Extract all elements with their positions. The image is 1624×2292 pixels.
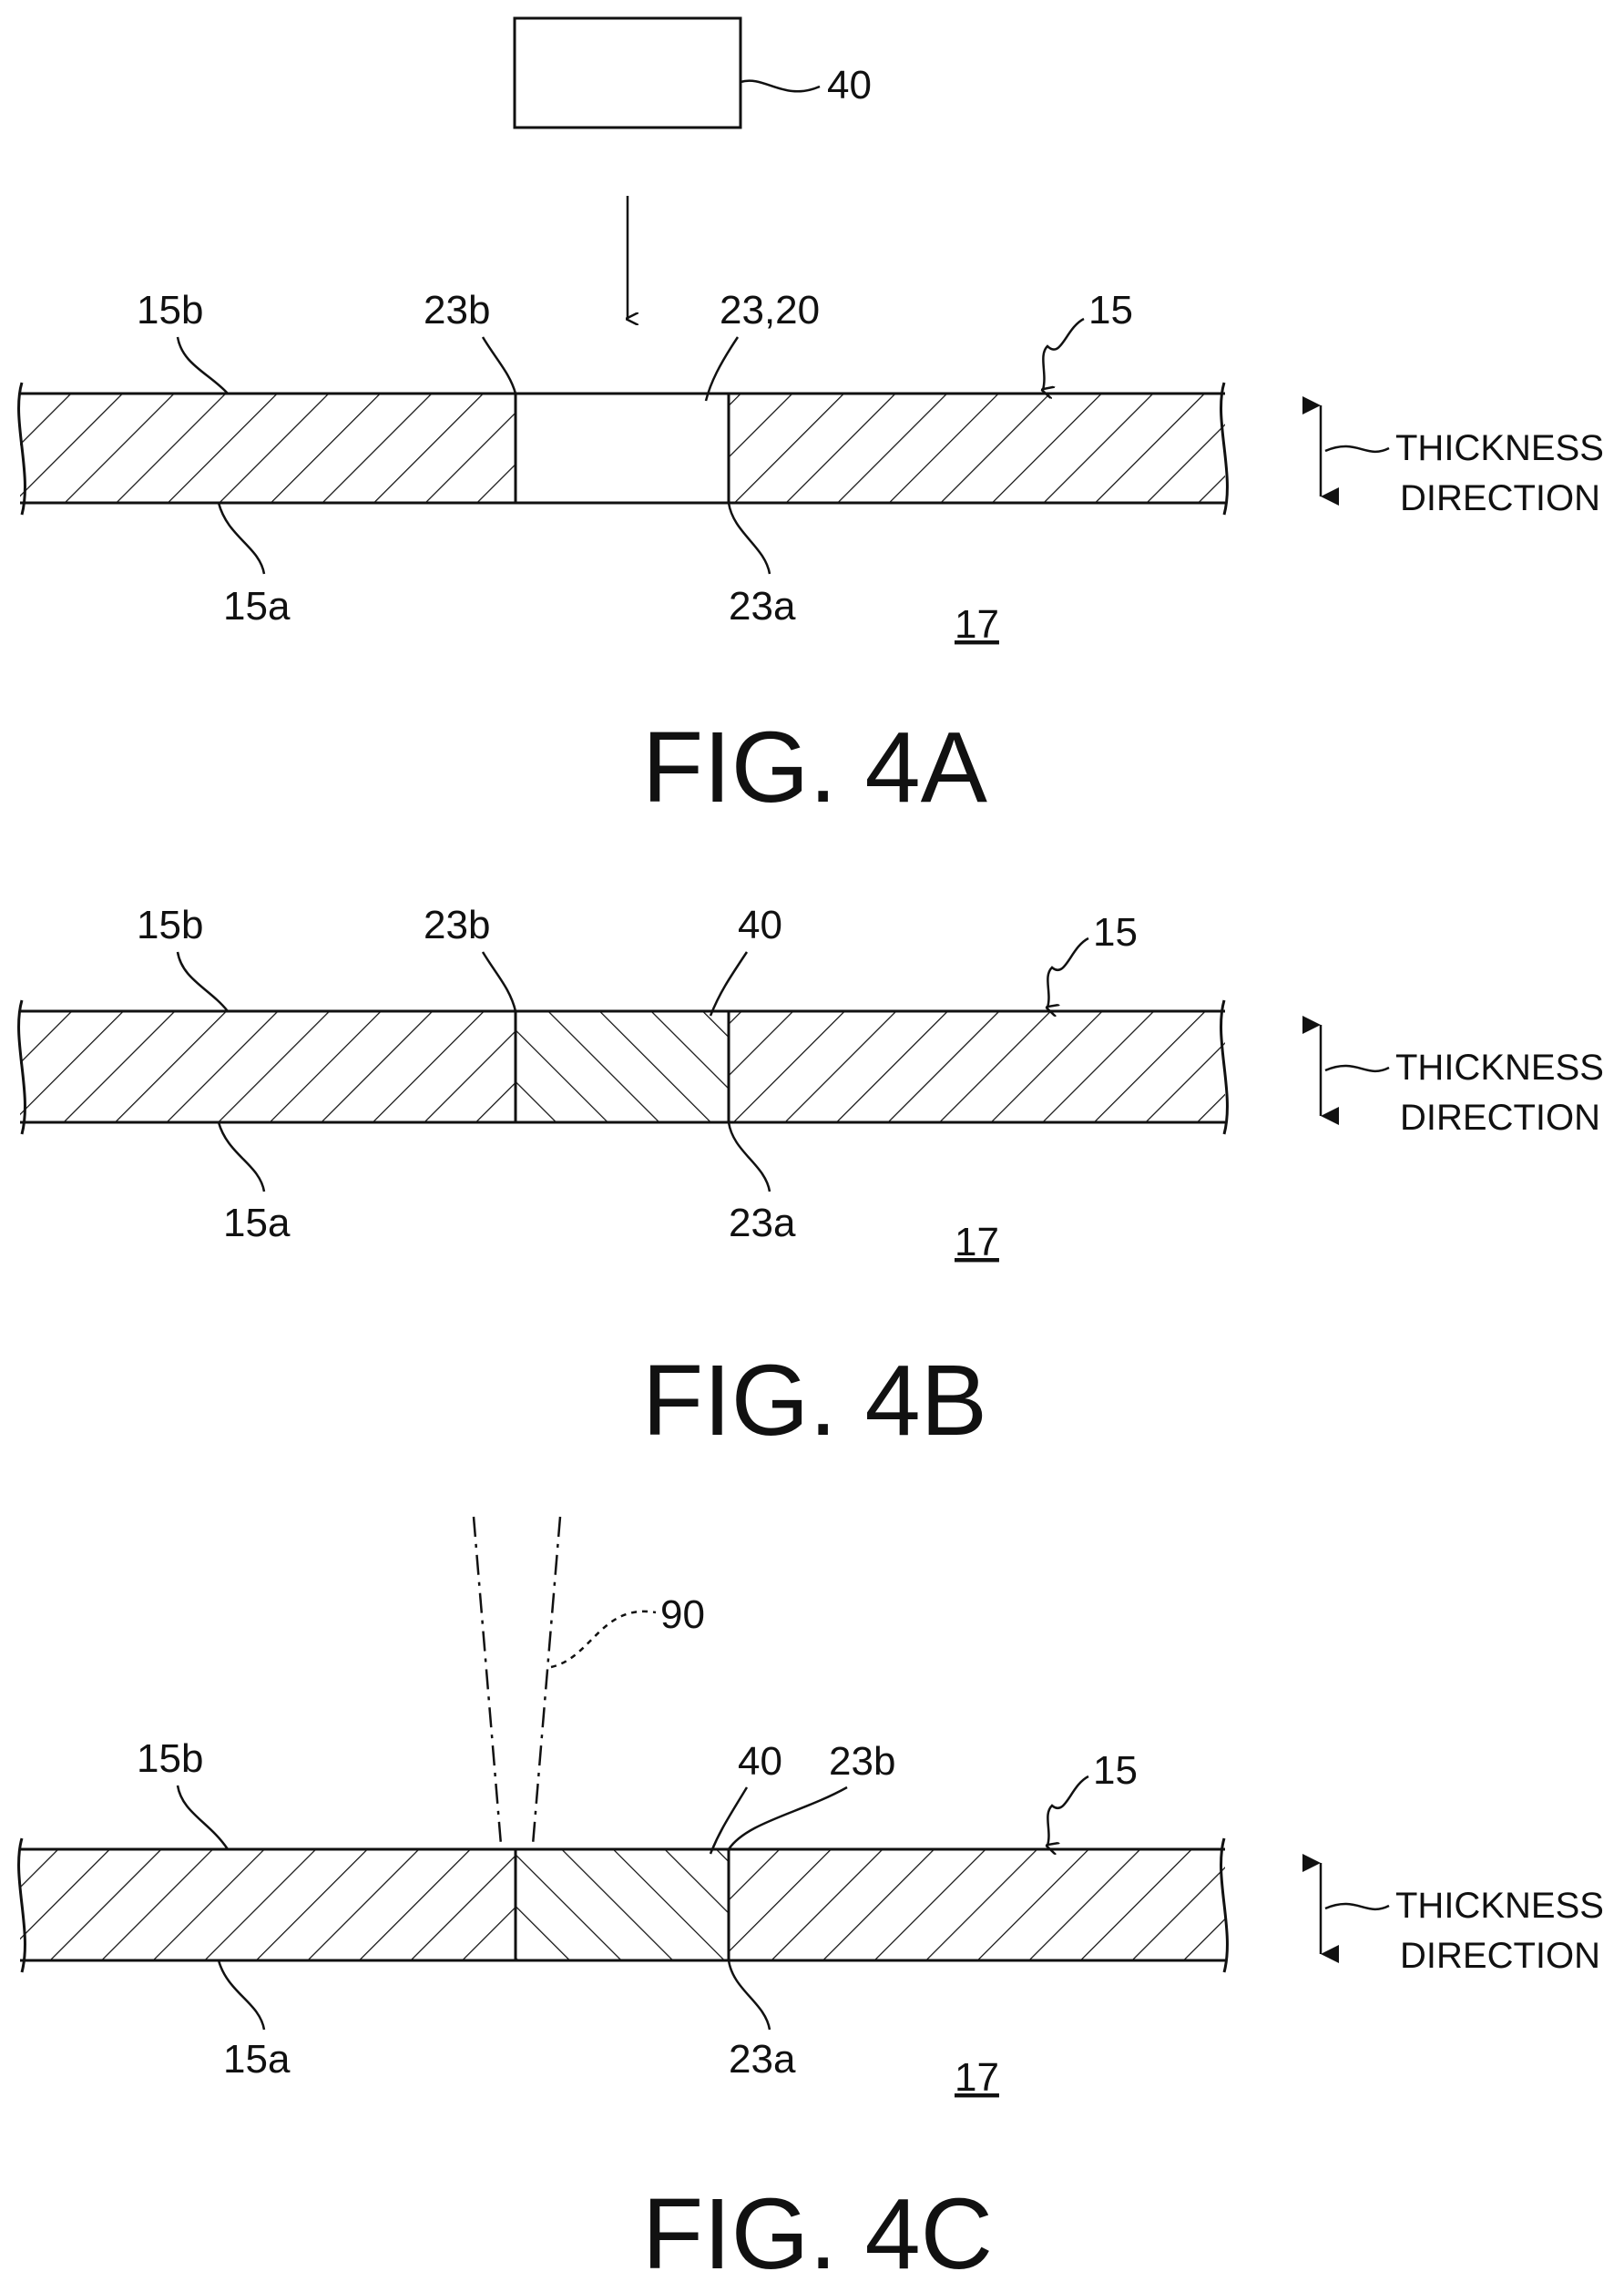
leader-15-4b [1047, 938, 1088, 1008]
label-15a-4a: 15a [223, 584, 291, 629]
plate-right-4c [729, 1849, 1225, 1960]
leader-23b-4a [483, 337, 516, 394]
label-15-4b: 15 [1093, 910, 1138, 955]
block-40 [515, 18, 741, 128]
label-15-4c: 15 [1093, 1748, 1138, 1793]
label-15b-4c: 15b [137, 1736, 203, 1781]
leader-15a-4b [219, 1122, 264, 1192]
leader-15a-4c [219, 1960, 264, 2030]
label-17-4a: 17 [955, 602, 999, 647]
beam-90-left [474, 1517, 501, 1845]
plate-left-4a [20, 394, 516, 503]
label-15b-4b: 15b [137, 903, 203, 947]
label-23b-4a: 23b [424, 288, 490, 333]
leader-15b-4a [178, 337, 228, 394]
filler-40-4c [516, 1849, 729, 1960]
figure-4b: 15b 23b 40 15 15a 23a 17 THICKNESS DIREC… [19, 903, 1604, 1457]
direction-line1-4a: THICKNESS [1395, 428, 1604, 468]
label-15a-4b: 15a [223, 1201, 291, 1245]
plate-left-4c [20, 1849, 516, 1960]
label-17-4c: 17 [955, 2055, 999, 2100]
label-15b-4a: 15b [137, 288, 203, 333]
leader-15a-4a [219, 503, 264, 574]
leader-beam-90 [551, 1612, 656, 1667]
leader-hole-4a [706, 337, 738, 401]
figure-4c: 90 15b 40 23b 15 15a 23a 17 THICKNESS DI… [19, 1517, 1604, 2290]
direction-line2-4a: DIRECTION [1400, 478, 1600, 518]
direction-line1-4b: THICKNESS [1395, 1048, 1604, 1088]
leader-23b-4c [729, 1787, 847, 1849]
label-23b-4c: 23b [829, 1739, 895, 1784]
label-beam-90: 90 [660, 1592, 705, 1637]
direction-line2-4b: DIRECTION [1400, 1098, 1600, 1138]
leader-23a-4c [729, 1960, 770, 2030]
leader-thickness-4c [1325, 1904, 1389, 1909]
label-15a-4c: 15a [223, 2037, 291, 2082]
leader-23a-4b [729, 1122, 770, 1192]
direction-line2-4c: DIRECTION [1400, 1936, 1600, 1976]
leader-thickness-4b [1325, 1066, 1389, 1071]
beam-90-right [533, 1517, 560, 1845]
caption-4a: FIG. 4A [642, 711, 988, 824]
label-40-4c: 40 [738, 1739, 782, 1784]
label-23b-4b: 23b [424, 903, 490, 947]
label-40-4b: 40 [738, 903, 782, 947]
label-block: 40 [827, 63, 872, 107]
filler-40-4b [516, 1011, 729, 1122]
leader-thickness-4a [1325, 446, 1389, 452]
leader-15-4c [1047, 1776, 1088, 1846]
leader-40-4b [710, 952, 747, 1016]
leader-40-4c [710, 1787, 747, 1854]
leader-block [741, 81, 820, 92]
direction-line1-4c: THICKNESS [1395, 1886, 1604, 1926]
label-17-4b: 17 [955, 1220, 999, 1264]
leader-23a-4a [729, 503, 770, 574]
label-23a-4b: 23a [729, 1201, 796, 1245]
plate-right-4b [729, 1011, 1225, 1122]
leader-15b-4c [178, 1786, 228, 1849]
caption-4c: FIG. 4C [642, 2178, 993, 2290]
label-15-4a: 15 [1088, 288, 1133, 333]
leader-15b-4b [178, 952, 228, 1011]
label-hole-4a: 23,20 [720, 288, 820, 333]
leader-15-4a [1043, 319, 1084, 390]
caption-4b: FIG. 4B [642, 1345, 987, 1457]
plate-right-4a [729, 394, 1225, 503]
label-23a-4c: 23a [729, 2037, 796, 2082]
label-23a-4a: 23a [729, 584, 796, 629]
plate-left-4b [20, 1011, 516, 1122]
leader-23b-4b [483, 952, 516, 1011]
figure-4a: 40 15b 23b 23,20 15 15a 23a 17 THICKNES [19, 18, 1604, 824]
